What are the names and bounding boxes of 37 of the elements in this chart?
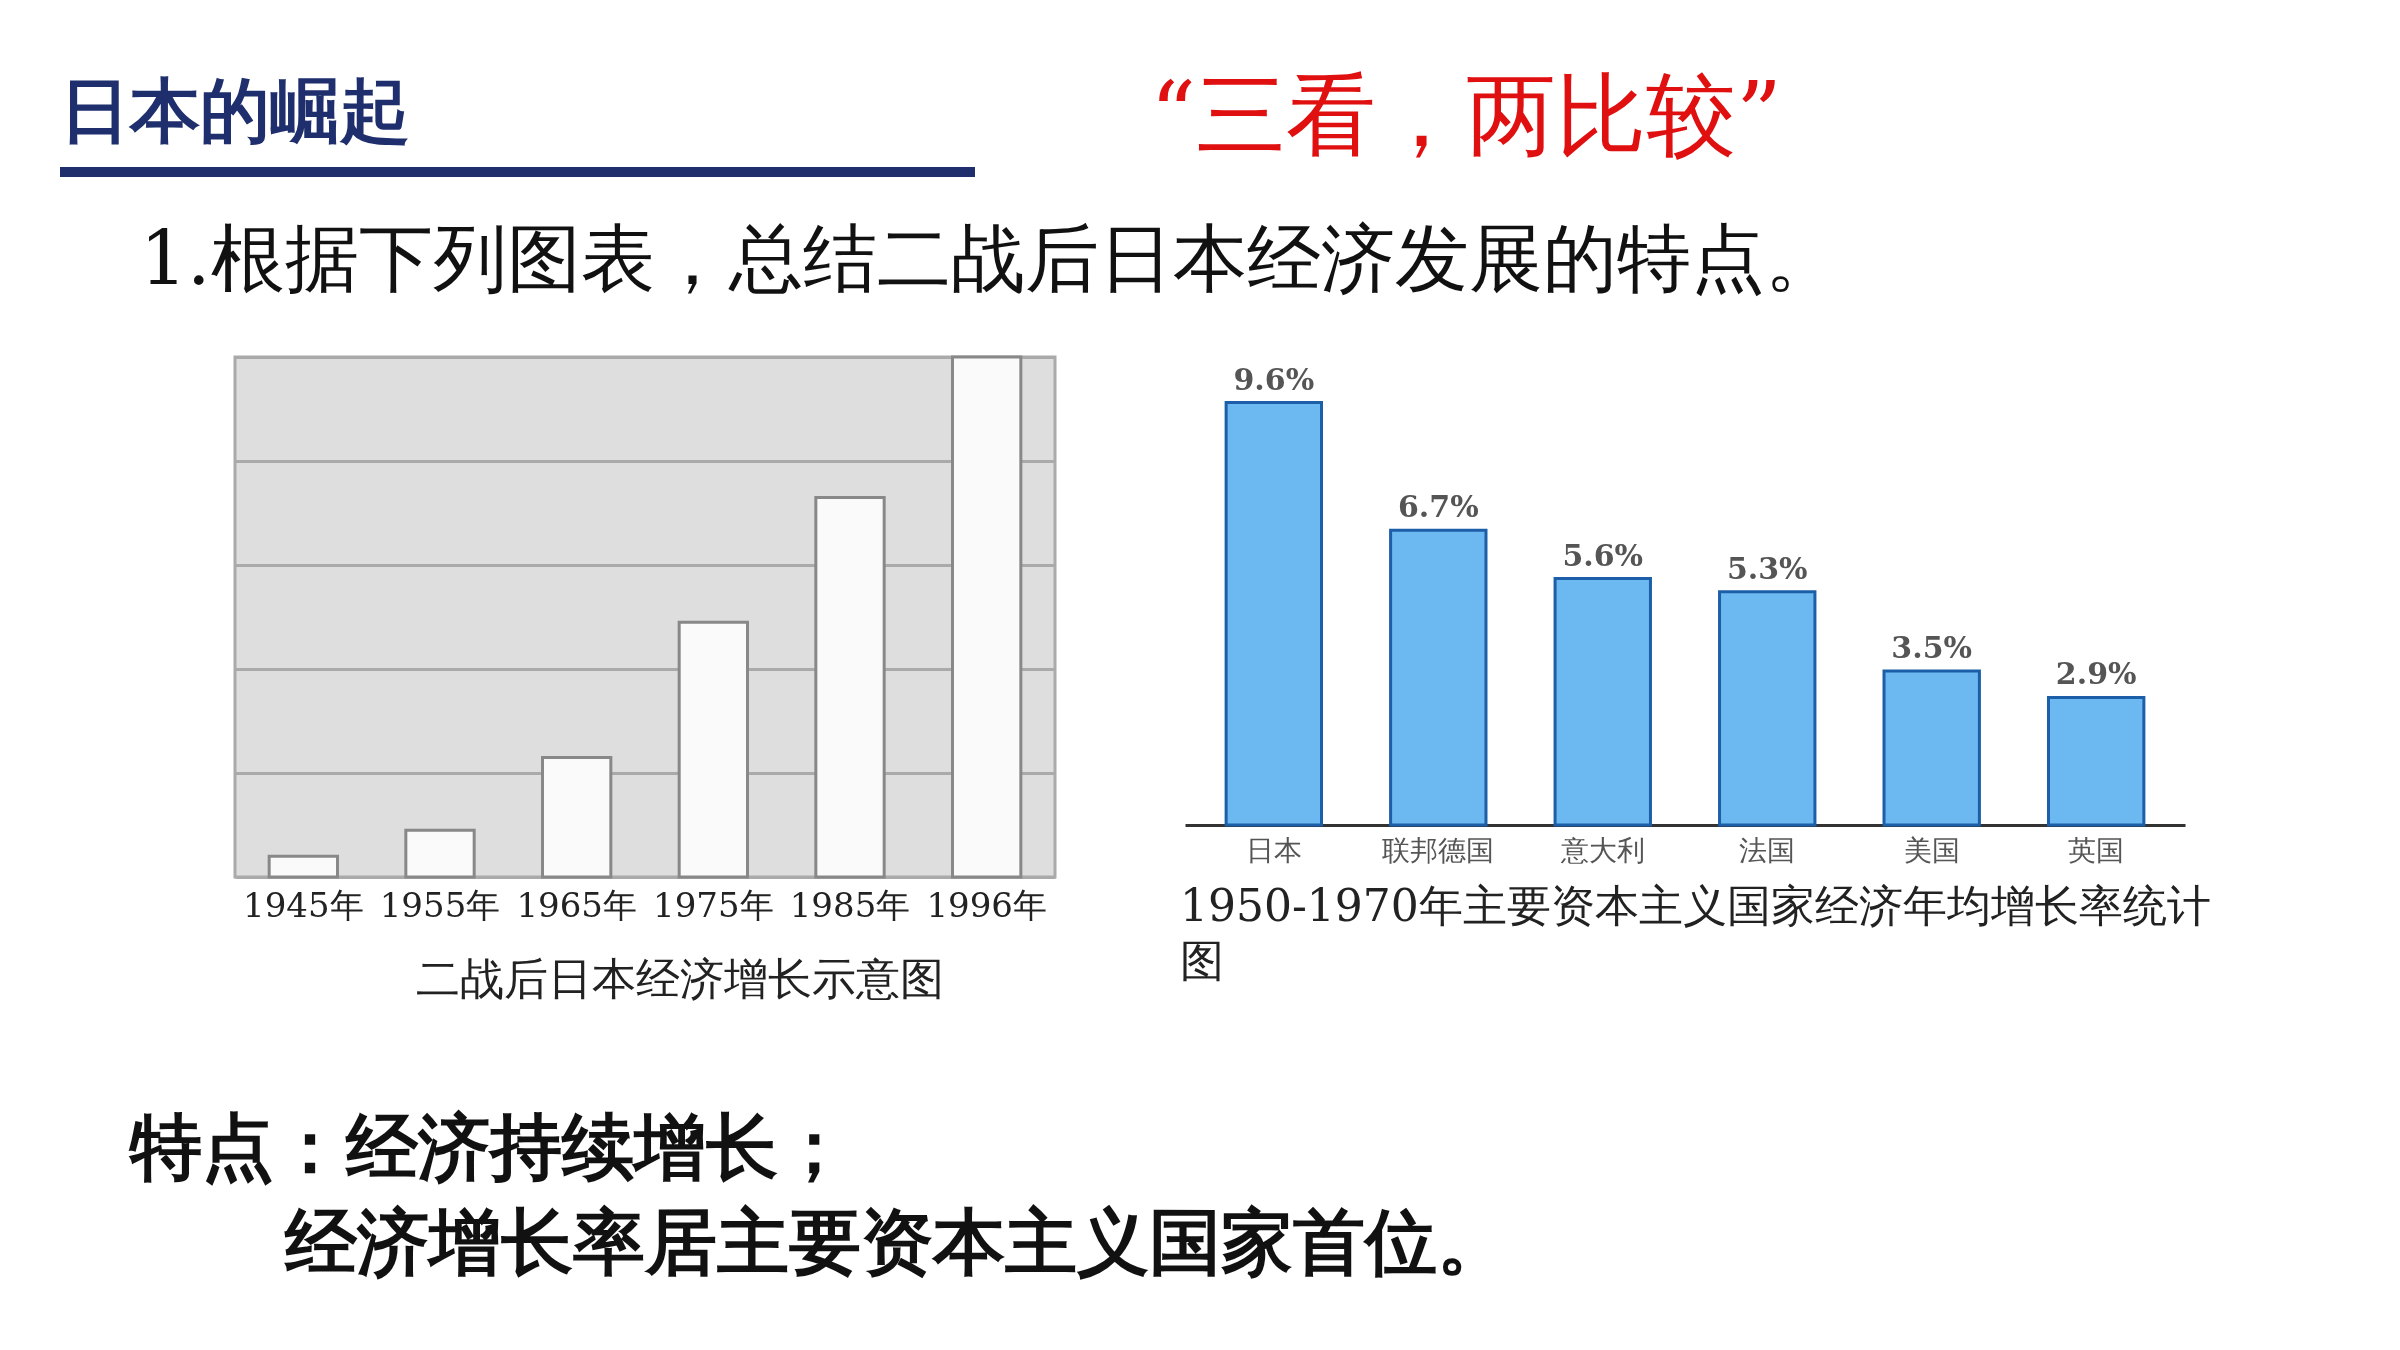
text: 特点：经济持续增长； xyxy=(130,1103,850,1191)
data-label: 2.9% xyxy=(2055,656,2137,692)
bar xyxy=(1553,577,1652,827)
bar xyxy=(814,495,886,879)
x-tick-label: 1996年 xyxy=(926,884,1047,925)
text: 二战后日本经济增长示意图 xyxy=(415,952,945,1006)
bar xyxy=(1224,401,1324,827)
x-tick-label: 1965年 xyxy=(516,884,637,925)
x-tick-label: 日本 xyxy=(1245,833,1302,867)
bar xyxy=(951,355,1023,879)
bar xyxy=(541,755,613,879)
x-tick-label: 1975年 xyxy=(653,884,774,925)
text: “三看，两比较” xyxy=(1150,61,1783,169)
bar xyxy=(1389,528,1488,827)
x-tick-label: 意大利 xyxy=(1559,833,1645,867)
bar xyxy=(267,854,339,879)
bar xyxy=(2046,695,2146,827)
x-tick-label: 1955年 xyxy=(379,884,501,925)
data-label: 3.5% xyxy=(1891,630,1973,665)
data-label: 5.3% xyxy=(1726,550,1808,586)
data-label: 5.6% xyxy=(1562,537,1644,573)
text: 1950-1970年主要资本主义国家经济年均增长率统计图 xyxy=(1180,879,2212,988)
x-tick-label: 法国 xyxy=(1739,833,1796,867)
x-tick-label: 英国 xyxy=(2068,833,2125,867)
x-tick-label: 联邦德国 xyxy=(1382,833,1495,867)
x-tick-label: 1985年 xyxy=(789,884,911,925)
text: 1.根据下列图表，总结二战后日本经济发展的特点。 xyxy=(140,214,1839,303)
data-label: 9.6% xyxy=(1233,361,1315,397)
x-tick-label: 1945年 xyxy=(243,884,364,925)
bar xyxy=(1882,669,1981,827)
x-tick-label: 美国 xyxy=(1903,833,1960,867)
bar xyxy=(677,620,749,879)
bar xyxy=(1718,590,1817,827)
text: 经济增长率居主要资本主义国家首位。 xyxy=(285,1198,1509,1286)
text: 日本的崛起 xyxy=(60,65,975,177)
bar xyxy=(404,828,476,879)
data-label: 6.7% xyxy=(1397,489,1479,525)
